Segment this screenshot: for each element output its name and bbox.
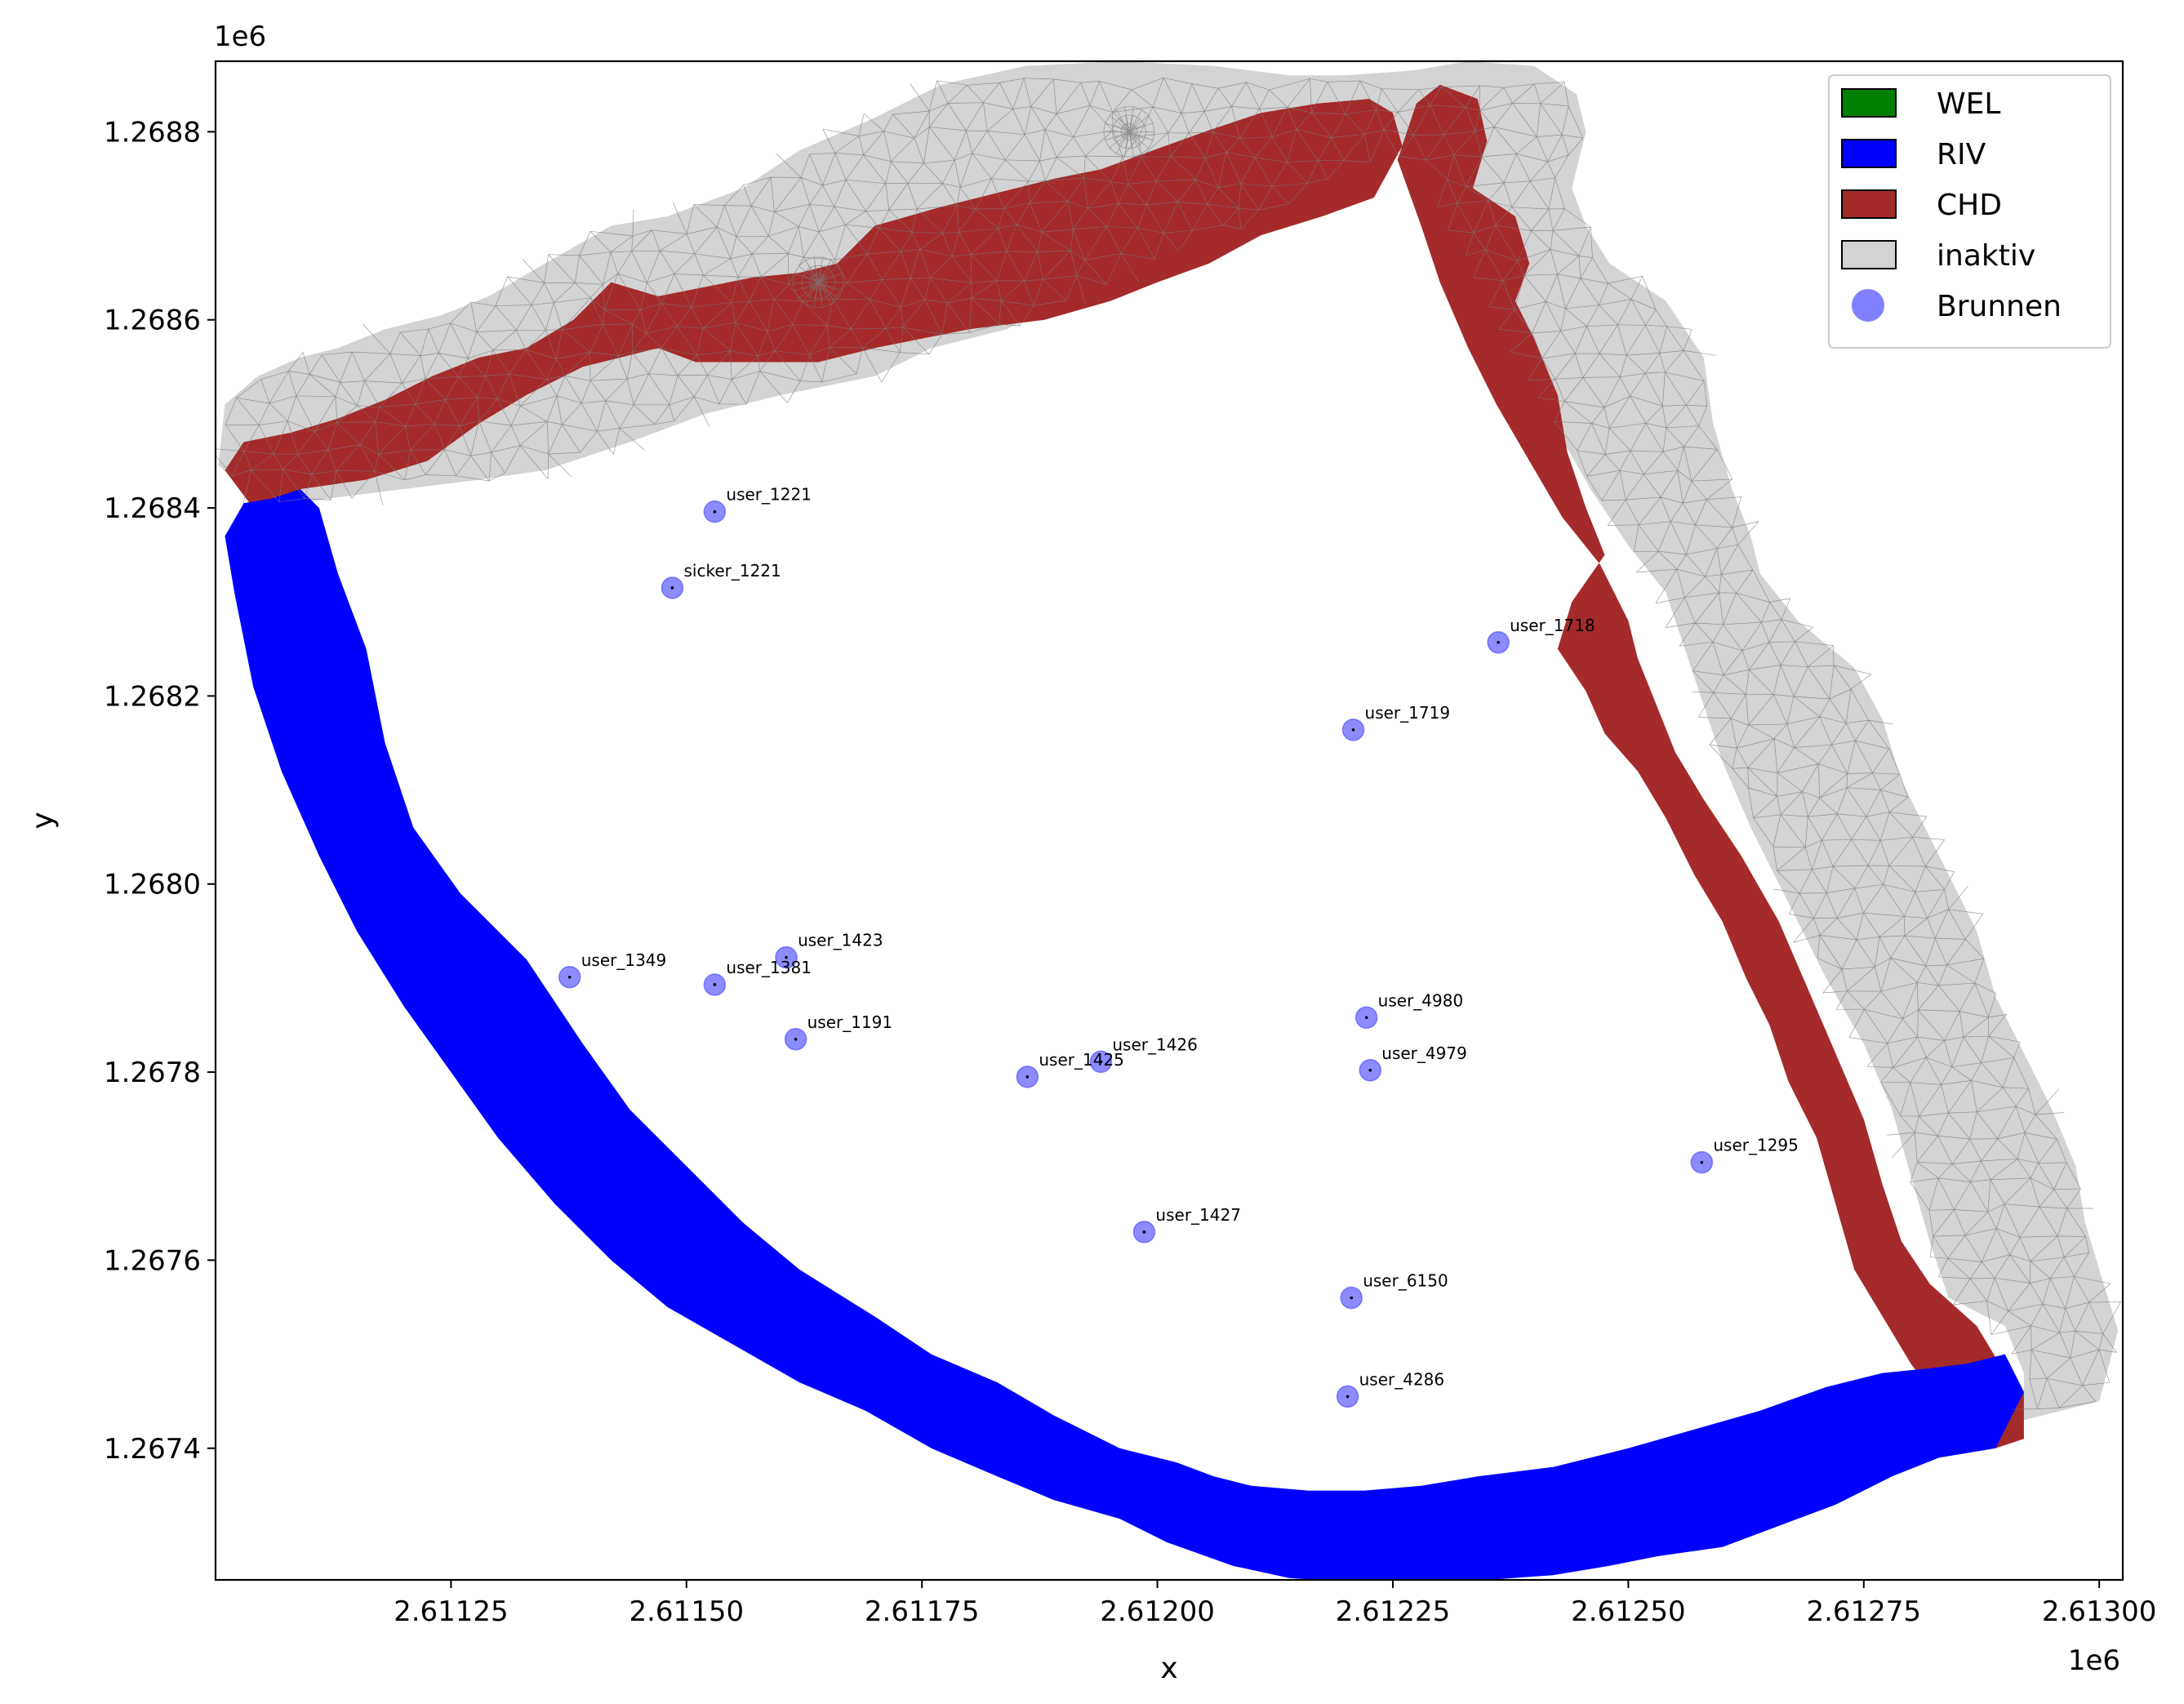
well-label: user_1349 bbox=[581, 950, 667, 970]
well-point: user_1426 bbox=[1089, 1034, 1198, 1074]
x-tick-label: 2.61150 bbox=[629, 1595, 744, 1628]
well-point: user_1425 bbox=[1016, 1050, 1124, 1088]
well-label: user_1423 bbox=[798, 931, 883, 950]
x-tick-label: 2.61175 bbox=[865, 1595, 980, 1628]
well-point: sicker_1221 bbox=[661, 561, 781, 599]
well-label: user_1718 bbox=[1510, 616, 1595, 635]
y-tick-label: 1.2686 bbox=[104, 305, 201, 337]
well-label: user_1427 bbox=[1155, 1205, 1241, 1225]
legend-swatch bbox=[1841, 240, 1897, 269]
x-axis-label: x bbox=[1160, 1652, 1177, 1685]
chd-region-1 bbox=[1397, 84, 2024, 1448]
x-tick-label: 2.61225 bbox=[1336, 1595, 1451, 1628]
well-point: user_4286 bbox=[1336, 1369, 1445, 1408]
legend-swatch bbox=[1841, 88, 1897, 118]
inactive-region bbox=[218, 61, 2119, 1421]
well-center-dot bbox=[1364, 1016, 1368, 1020]
well-point: user_6150 bbox=[1340, 1270, 1448, 1310]
well-center-dot bbox=[794, 1037, 798, 1041]
plot-area: user_1221 sicker_1221 user_1718 user_1719us… bbox=[214, 60, 2124, 1582]
y-tick-label: 1.2682 bbox=[104, 680, 201, 713]
chd-region-0 bbox=[225, 99, 1403, 509]
legend-entry: Brunnen bbox=[1852, 289, 2062, 323]
well-center-dot bbox=[1142, 1230, 1146, 1234]
mesh-edges bbox=[216, 77, 2121, 1410]
well-label: user_1425 bbox=[1039, 1050, 1124, 1070]
y-tick-label: 1.2676 bbox=[104, 1244, 201, 1277]
legend-entry: RIV bbox=[1841, 138, 1986, 171]
y-offset-label: 1e6 bbox=[214, 20, 266, 53]
well-point: user_4980 bbox=[1354, 990, 1464, 1030]
legend-entry: inaktiv bbox=[1841, 239, 2035, 273]
x-tick-label: 2.61275 bbox=[1806, 1595, 1921, 1628]
triangle-mesh bbox=[216, 77, 2121, 1410]
well-center-dot bbox=[1497, 640, 1500, 644]
x-tick-label: 2.61125 bbox=[394, 1595, 509, 1628]
legend-marker bbox=[1852, 289, 1884, 322]
well-label: user_1295 bbox=[1713, 1136, 1799, 1155]
y-axis-label: y bbox=[26, 812, 60, 829]
well-point: user_1381 bbox=[703, 958, 812, 996]
well-label: sicker_1221 bbox=[683, 561, 781, 581]
legend-swatch bbox=[1841, 189, 1897, 219]
well-center-dot bbox=[713, 509, 717, 514]
well-label: user_6150 bbox=[1363, 1270, 1448, 1290]
well-label: user_1719 bbox=[1365, 703, 1451, 723]
plot-frame bbox=[214, 60, 2124, 1582]
well-center-dot bbox=[567, 975, 572, 979]
y-tick-label: 1.2674 bbox=[104, 1433, 201, 1466]
well-point: user_4979 bbox=[1359, 1043, 1467, 1082]
x-tick-label: 2.61300 bbox=[2042, 1595, 2157, 1628]
legend-label: RIV bbox=[1937, 138, 1986, 171]
well-center-dot bbox=[1346, 1395, 1350, 1399]
well-markers: user_1221 sicker_1221 user_1718 user_1719us… bbox=[558, 485, 1799, 1408]
legend-swatch bbox=[1841, 139, 1897, 168]
well-center-dot bbox=[670, 586, 674, 590]
well-label: user_1191 bbox=[807, 1012, 893, 1032]
well-label: user_4980 bbox=[1378, 990, 1464, 1010]
y-tick-label: 1.2688 bbox=[104, 116, 201, 149]
x-axis: 2.61125 2.61150 2.61175 2.61200 2.61225 2.612… bbox=[394, 1580, 2156, 1628]
legend-label: CHD bbox=[1937, 189, 2002, 222]
well-point: user_1191 bbox=[784, 1012, 893, 1051]
riv-region-0 bbox=[225, 489, 2024, 1580]
legend-label: Brunnen bbox=[1937, 290, 2062, 323]
well-center-dot bbox=[713, 983, 717, 986]
legend: WEL RIV CHD inaktiv Brunnen bbox=[1828, 74, 2111, 349]
legend-entry: WEL bbox=[1841, 87, 2000, 121]
well-point: user_1423 bbox=[775, 931, 883, 969]
legend-label: inaktiv bbox=[1937, 239, 2035, 273]
well-center-dot bbox=[785, 955, 788, 959]
well-point: user_1427 bbox=[1132, 1205, 1241, 1244]
y-tick-label: 1.2684 bbox=[104, 492, 201, 525]
legend-box bbox=[1828, 74, 2111, 349]
well-center-dot bbox=[1025, 1075, 1030, 1079]
mesh-regions bbox=[218, 61, 2119, 1580]
well-label: user_1381 bbox=[726, 958, 812, 977]
well-point: user_1349 bbox=[558, 950, 667, 989]
well-label: user_1221 bbox=[726, 485, 812, 505]
well-center-dot bbox=[1368, 1068, 1372, 1072]
well-label: user_4979 bbox=[1381, 1043, 1467, 1063]
y-tick-label: 1.2678 bbox=[104, 1057, 201, 1089]
well-point: user_1295 bbox=[1690, 1136, 1799, 1174]
well-label: user_4286 bbox=[1359, 1369, 1445, 1389]
well-point: user_1221 bbox=[703, 485, 812, 523]
legend-label: WEL bbox=[1937, 87, 2000, 121]
x-offset-label: 1e6 bbox=[2068, 1644, 2120, 1677]
x-tick-label: 2.61250 bbox=[1571, 1595, 1686, 1628]
well-center-dot bbox=[1099, 1060, 1103, 1064]
well-label: user_1426 bbox=[1112, 1034, 1198, 1054]
y-tick-label: 1.2680 bbox=[104, 869, 201, 901]
well-center-dot bbox=[1351, 728, 1355, 732]
x-tick-label: 2.61200 bbox=[1100, 1595, 1215, 1628]
well-center-dot bbox=[1350, 1296, 1354, 1300]
legend-entry: CHD bbox=[1841, 189, 2002, 222]
well-point: user_1719 bbox=[1341, 703, 1451, 741]
well-center-dot bbox=[1700, 1160, 1704, 1164]
y-axis: 1.2674 1.2676 1.2678 1.2680 1.2682 1.2684 1.26… bbox=[104, 116, 216, 1466]
well-point: user_1718 bbox=[1487, 616, 1595, 654]
